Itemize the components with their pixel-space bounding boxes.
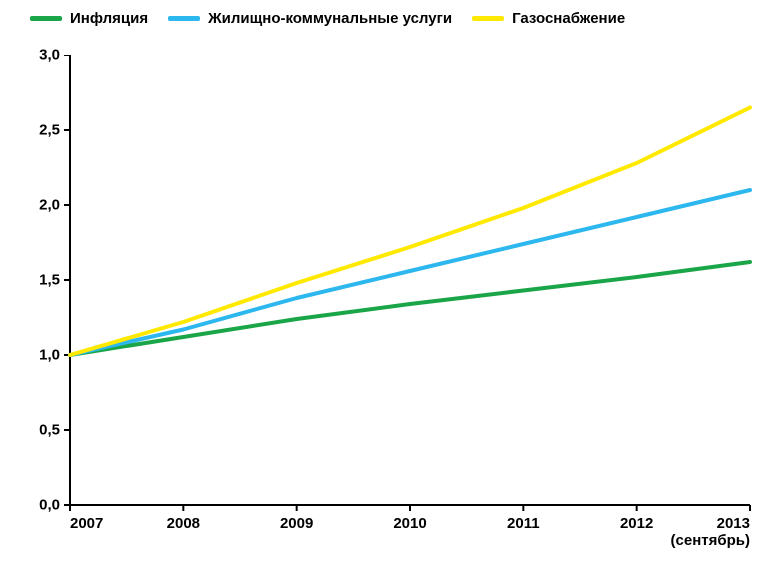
chart-svg xyxy=(30,55,755,515)
x-tick-sublabel: (сентябрь) xyxy=(640,532,750,549)
x-tick-label: 2010 xyxy=(355,515,465,532)
series-line xyxy=(70,262,750,355)
series-line xyxy=(70,190,750,355)
series-g xyxy=(70,108,750,356)
legend-label: Газоснабжение xyxy=(512,10,625,27)
y-tick-label: 1,0 xyxy=(30,347,60,364)
y-tick-label: 0,0 xyxy=(30,497,60,514)
x-tick-label: 2011 xyxy=(468,515,578,532)
y-tick-label: 0,5 xyxy=(30,422,60,439)
y-tick-label: 2,0 xyxy=(30,197,60,214)
line-chart: Инфляция Жилищно-коммунальные услуги Газ… xyxy=(0,0,760,579)
legend-swatch-icon xyxy=(472,16,504,21)
legend: Инфляция Жилищно-коммунальные услуги Газ… xyxy=(30,10,625,27)
x-tick-label: 2009 xyxy=(242,515,352,532)
legend-item: Инфляция xyxy=(30,10,148,27)
legend-swatch-icon xyxy=(168,16,200,21)
legend-label: Жилищно-коммунальные услуги xyxy=(208,10,452,27)
legend-item: Жилищно-коммунальные услуги xyxy=(168,10,452,27)
y-tick-label: 2,5 xyxy=(30,122,60,139)
y-tick-label: 1,5 xyxy=(30,272,60,289)
y-tick-label: 3,0 xyxy=(30,47,60,64)
legend-label: Инфляция xyxy=(70,10,148,27)
plot-area: 0,00,51,01,52,02,53,0 200720082009201020… xyxy=(30,55,755,515)
series-line xyxy=(70,108,750,356)
axes xyxy=(70,55,750,505)
legend-item: Газоснабжение xyxy=(472,10,625,27)
x-tick-label: 2008 xyxy=(128,515,238,532)
x-tick-label: 2013(сентябрь) xyxy=(640,515,750,549)
legend-swatch-icon xyxy=(30,16,62,21)
